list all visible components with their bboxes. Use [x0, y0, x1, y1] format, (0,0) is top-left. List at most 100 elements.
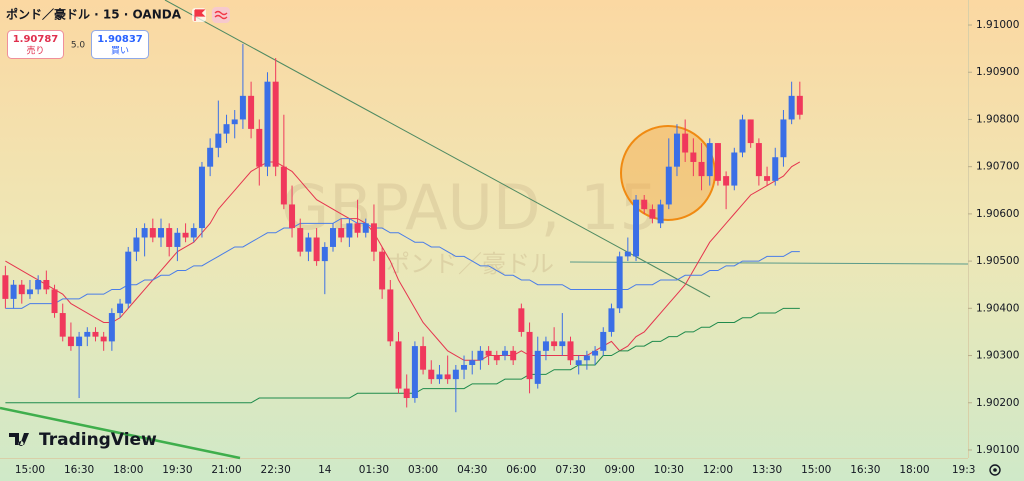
candle-body: [174, 232, 181, 247]
y-tick-label: 1.90800: [976, 113, 1019, 125]
candle-body: [346, 223, 353, 238]
candle-body: [182, 232, 189, 238]
watermark-subtitle: ポンド／豪ドル: [386, 250, 554, 278]
candle-body: [673, 133, 680, 167]
candle-body: [248, 95, 255, 129]
candle-body: [100, 336, 107, 342]
candle-body: [706, 143, 713, 177]
watermark: GBPAUD, 15: [281, 171, 659, 244]
settings-icon-center: [993, 468, 997, 472]
candle-body: [518, 308, 525, 332]
header: ポンド／豪ドル · 15 · OANDA 1.90787 売り 5.0 1.90…: [6, 7, 230, 59]
candle-body: [289, 204, 296, 229]
candle-body: [223, 124, 230, 134]
candle-body: [764, 176, 771, 181]
alert-button[interactable]: [212, 7, 230, 23]
x-tick-label: 12:00: [703, 464, 733, 476]
x-tick-label: 19:30: [162, 464, 192, 476]
logo-icon: [9, 433, 29, 446]
candle-body: [264, 81, 271, 167]
candle-body: [108, 313, 115, 342]
horizontal-line: [569, 261, 969, 265]
candle-body: [35, 279, 42, 290]
buy-button[interactable]: [91, 30, 149, 59]
candle-body: [444, 374, 451, 380]
chart-title: ポンド／豪ドル · 15 · OANDA: [6, 7, 182, 22]
candle-body: [551, 341, 558, 347]
candle-body: [166, 228, 173, 247]
settings-icon[interactable]: [989, 464, 1001, 476]
candle-body: [641, 199, 648, 210]
candle-body: [616, 256, 623, 309]
candle-body: [76, 336, 83, 347]
y-tick-label: 1.90100: [976, 444, 1019, 456]
logo: TradingView: [9, 430, 157, 450]
candle-body: [272, 81, 279, 167]
x-tick-label: 18:00: [899, 464, 929, 476]
x-tick-label: 04:30: [457, 464, 487, 476]
candle-body: [428, 369, 435, 380]
candle-body: [542, 341, 549, 351]
candle-body: [215, 133, 222, 148]
candle-body: [26, 289, 33, 295]
alert-icon: [214, 10, 228, 20]
candle-body: [125, 251, 132, 304]
candle-body: [149, 228, 156, 238]
candle-body: [59, 313, 66, 337]
candle-body: [297, 228, 304, 252]
settings[interactable]: [989, 464, 1001, 476]
candle-body: [321, 246, 328, 262]
candle-body: [583, 355, 590, 361]
candle-body: [305, 237, 312, 252]
candle-body: [469, 360, 476, 365]
y-tick-label: 1.90700: [976, 161, 1019, 173]
candle-body: [534, 350, 541, 384]
candle-body: [788, 95, 795, 120]
trend-line: [0, 406, 241, 460]
candle-body: [190, 228, 197, 238]
candle-body: [379, 251, 386, 290]
candle-body: [158, 228, 165, 238]
buy-label: 買い: [111, 46, 129, 57]
candle-body: [436, 374, 443, 380]
candle-body: [84, 331, 91, 337]
candle-body: [387, 289, 394, 342]
candle-body: [461, 364, 468, 370]
candle-body: [362, 223, 369, 233]
candle-body: [772, 157, 779, 181]
candle-body: [633, 199, 640, 257]
candle-body: [526, 331, 533, 380]
x-tick-label: 07:30: [555, 464, 585, 476]
x-tick-label: 21:00: [211, 464, 241, 476]
spread: 5.0: [71, 41, 86, 51]
moving-average: [5, 161, 801, 361]
candle-body: [395, 341, 402, 389]
candle-body: [477, 350, 484, 361]
candle-body: [280, 166, 287, 205]
candle-body: [780, 119, 787, 158]
candle-body: [714, 143, 721, 181]
candle-body: [755, 143, 762, 177]
candle-body: [485, 350, 492, 356]
candle-body: [141, 228, 148, 238]
candle-body: [256, 128, 263, 167]
candle-body: [682, 133, 689, 153]
candle-body: [354, 223, 361, 233]
x-tick-label: 16:30: [850, 464, 880, 476]
candle-body: [2, 275, 9, 299]
moving-average: [5, 307, 800, 404]
candle-body: [117, 303, 124, 314]
x-tick-label: 09:00: [605, 464, 635, 476]
sell-label: 売り: [26, 45, 44, 57]
buy-price: 1.90837: [97, 34, 143, 45]
y-tick-label: 1.90200: [976, 397, 1019, 409]
candle-body: [43, 279, 50, 290]
candle-body: [411, 346, 418, 399]
candle-body: [239, 95, 246, 120]
sell-button[interactable]: [7, 30, 64, 59]
x-tick-label: 19:3: [952, 464, 976, 476]
candle-body: [51, 289, 58, 314]
candle-body: [665, 166, 672, 205]
